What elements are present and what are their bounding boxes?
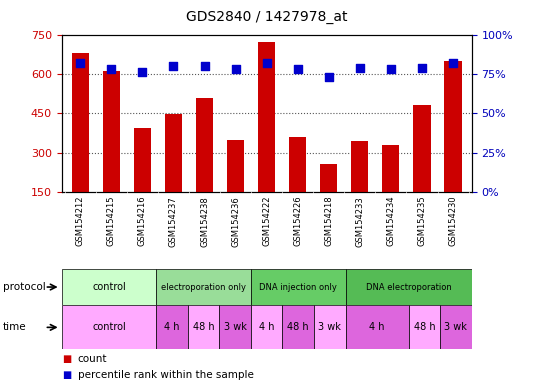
Text: GSM154230: GSM154230 <box>449 196 458 247</box>
Point <box>449 60 457 66</box>
Text: GSM154237: GSM154237 <box>169 196 178 247</box>
Point <box>232 66 240 72</box>
Text: GSM154212: GSM154212 <box>76 196 85 247</box>
Text: control: control <box>92 322 126 333</box>
Text: 48 h: 48 h <box>287 322 309 333</box>
Point <box>76 60 85 66</box>
Text: GSM154233: GSM154233 <box>355 196 364 247</box>
Bar <box>408 305 440 349</box>
Point <box>324 74 333 80</box>
Text: GSM154216: GSM154216 <box>138 196 147 247</box>
Bar <box>103 71 120 231</box>
Text: protocol: protocol <box>3 282 46 292</box>
Point <box>386 66 395 72</box>
Point <box>107 66 116 72</box>
Text: GSM154218: GSM154218 <box>324 196 333 247</box>
Bar <box>346 269 472 305</box>
Bar <box>157 269 251 305</box>
Text: GSM154235: GSM154235 <box>418 196 427 247</box>
Bar <box>62 305 157 349</box>
Text: GSM154238: GSM154238 <box>200 196 209 247</box>
Point <box>263 60 271 66</box>
Point <box>355 65 364 71</box>
Text: ■: ■ <box>62 370 71 380</box>
Text: GDS2840 / 1427978_at: GDS2840 / 1427978_at <box>186 10 347 24</box>
Bar <box>314 305 346 349</box>
Bar <box>227 139 244 231</box>
Bar <box>251 269 346 305</box>
Bar <box>440 305 472 349</box>
Text: 3 wk: 3 wk <box>444 322 467 333</box>
Bar <box>196 98 213 231</box>
Text: 3 wk: 3 wk <box>318 322 341 333</box>
Bar <box>282 305 314 349</box>
Text: ■: ■ <box>62 354 71 364</box>
Text: percentile rank within the sample: percentile rank within the sample <box>78 370 254 380</box>
Bar <box>134 128 151 231</box>
Text: GSM154234: GSM154234 <box>386 196 396 247</box>
Text: 4 h: 4 h <box>259 322 274 333</box>
Bar <box>251 305 282 349</box>
Bar <box>346 305 408 349</box>
Bar <box>413 106 430 231</box>
Bar <box>188 305 219 349</box>
Bar <box>72 53 89 231</box>
Point <box>200 63 209 69</box>
Text: time: time <box>3 322 26 333</box>
Bar <box>62 269 157 305</box>
Point <box>293 66 302 72</box>
Text: 4 h: 4 h <box>369 322 385 333</box>
Bar <box>444 61 461 231</box>
Bar <box>219 305 251 349</box>
Bar <box>289 137 306 231</box>
Text: 4 h: 4 h <box>165 322 180 333</box>
Point <box>138 69 147 75</box>
Bar <box>320 164 337 231</box>
Bar <box>382 145 399 231</box>
Point <box>418 65 426 71</box>
Text: DNA electroporation: DNA electroporation <box>366 283 451 291</box>
Text: DNA injection only: DNA injection only <box>259 283 337 291</box>
Bar <box>165 114 182 231</box>
Text: control: control <box>92 282 126 292</box>
Text: count: count <box>78 354 107 364</box>
Text: GSM154222: GSM154222 <box>262 196 271 247</box>
Bar <box>157 305 188 349</box>
Text: 3 wk: 3 wk <box>224 322 247 333</box>
Text: GSM154226: GSM154226 <box>293 196 302 247</box>
Text: GSM154215: GSM154215 <box>107 196 116 247</box>
Bar <box>351 141 368 231</box>
Point <box>169 63 178 69</box>
Bar <box>258 43 275 231</box>
Text: GSM154236: GSM154236 <box>231 196 240 247</box>
Text: 48 h: 48 h <box>414 322 435 333</box>
Text: 48 h: 48 h <box>193 322 214 333</box>
Text: electroporation only: electroporation only <box>161 283 246 291</box>
